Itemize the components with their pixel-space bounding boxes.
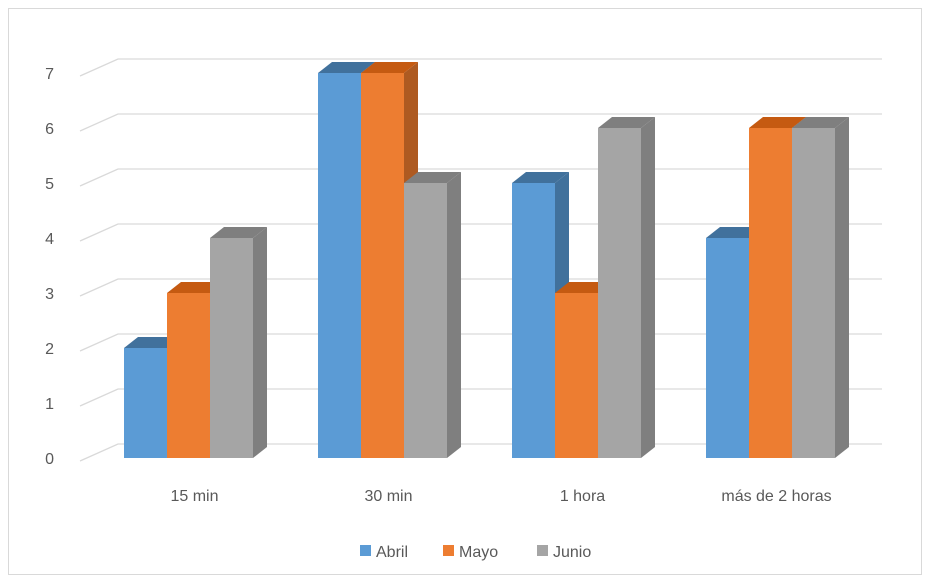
x-axis-categories: 15 min 30 min 1 hora más de 2 horas — [170, 488, 831, 505]
bar-top — [318, 62, 375, 73]
y-tick-label: 6 — [45, 121, 54, 138]
bar — [792, 117, 849, 458]
y-tick-label: 7 — [45, 66, 54, 83]
bar-front — [210, 238, 253, 458]
bar-front — [404, 183, 447, 458]
y-tick-label: 4 — [45, 231, 54, 248]
bar-top — [749, 117, 806, 128]
bar — [210, 227, 267, 458]
y-tick-label: 0 — [45, 451, 54, 468]
legend-swatch — [443, 545, 454, 556]
legend-swatch — [360, 545, 371, 556]
bar-top — [124, 337, 181, 348]
bar-side — [253, 227, 267, 458]
gridline — [79, 58, 882, 77]
y-tick-label: 2 — [45, 341, 54, 358]
bar-side — [641, 117, 655, 458]
category-label: 15 min — [170, 488, 218, 505]
bar-top — [598, 117, 655, 128]
legend-swatch — [537, 545, 548, 556]
legend-label: Abril — [376, 544, 408, 561]
bar-top — [555, 282, 612, 293]
bar-front — [318, 73, 361, 458]
bar — [404, 172, 461, 458]
bar-side — [447, 172, 461, 458]
bar-front — [749, 128, 792, 458]
y-axis-ticks: 0 1 2 3 4 5 6 7 — [45, 66, 54, 468]
bar-top — [706, 227, 763, 238]
bars — [124, 62, 849, 458]
bar-front — [361, 73, 404, 458]
bar-top — [361, 62, 418, 73]
gridline — [79, 113, 882, 132]
bar-top — [512, 172, 569, 183]
bar-top — [792, 117, 849, 128]
y-tick-label: 5 — [45, 176, 54, 193]
bar — [598, 117, 655, 458]
bar-front — [792, 128, 835, 458]
legend-label: Junio — [553, 544, 591, 561]
bar-front — [167, 293, 210, 458]
bar-side — [835, 117, 849, 458]
legend-label: Mayo — [459, 544, 498, 561]
bar-front — [598, 128, 641, 458]
bar-top — [210, 227, 267, 238]
legend: Abril Mayo Junio — [360, 544, 591, 561]
bar-front — [555, 293, 598, 458]
category-label: 30 min — [364, 488, 412, 505]
bar — [361, 62, 418, 458]
bar-front — [706, 238, 749, 458]
category-label: 1 hora — [560, 488, 605, 505]
bar-top — [404, 172, 461, 183]
y-tick-label: 3 — [45, 286, 54, 303]
bar-front — [512, 183, 555, 458]
bar-front — [124, 348, 167, 458]
bar-top — [167, 282, 224, 293]
y-tick-label: 1 — [45, 396, 54, 413]
category-label: más de 2 horas — [721, 488, 831, 505]
